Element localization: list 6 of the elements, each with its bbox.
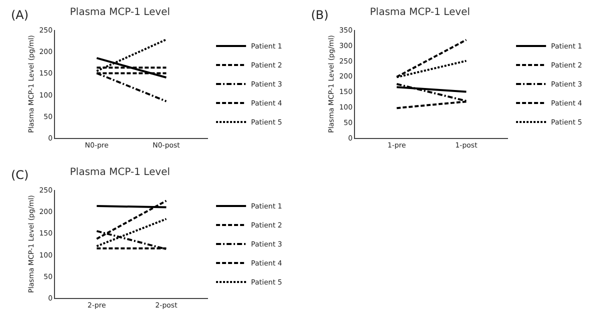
chart-title: Plasma MCP-1 Level bbox=[70, 7, 170, 18]
text: (C) bbox=[11, 168, 29, 182]
text: (A) bbox=[11, 8, 29, 22]
chart-title: Plasma MCP-1 Level bbox=[70, 167, 170, 178]
text: (B) bbox=[311, 8, 329, 22]
chart-title: Plasma MCP-1 Level bbox=[370, 7, 470, 18]
